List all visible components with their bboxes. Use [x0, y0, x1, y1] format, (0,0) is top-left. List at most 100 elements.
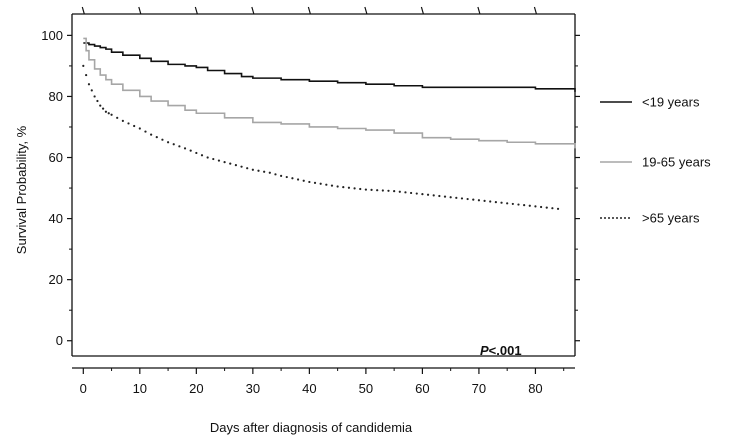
x-tick-label: 60 — [415, 381, 429, 396]
series-3-point — [393, 190, 396, 193]
series-3-point — [268, 171, 271, 174]
x-tick-top — [307, 6, 311, 15]
series-3-point — [110, 113, 113, 116]
series-3-point — [263, 170, 266, 173]
series-3-point — [370, 188, 373, 191]
x-tick-label: 40 — [302, 381, 316, 396]
series-1-legend-label: <19 years — [642, 95, 700, 110]
series-3-point — [545, 206, 548, 209]
series-3-point — [489, 200, 492, 203]
series-3-point — [195, 151, 198, 155]
series-3-point — [206, 156, 209, 159]
x-tick-top — [81, 6, 85, 15]
series-3-point — [99, 104, 102, 107]
series-3-point — [280, 174, 283, 177]
series-3-point — [364, 188, 367, 191]
x-tick-label: 20 — [189, 381, 203, 396]
series-3-point — [325, 183, 328, 186]
x-tick-label: 80 — [528, 381, 542, 396]
series-3-point — [240, 165, 243, 168]
series-2-line — [83, 37, 576, 149]
series-3-point — [347, 186, 351, 189]
series-3-point — [353, 187, 356, 190]
series-3-point — [133, 124, 136, 128]
series-3-point — [172, 143, 175, 146]
series-3-point — [183, 147, 187, 150]
x-tick-top — [420, 6, 424, 15]
x-tick-label: 0 — [80, 381, 87, 396]
x-axis: 0 10 20 30 40 50 60 70 80 — [72, 6, 575, 396]
series-3-point — [551, 207, 554, 210]
series-3-point — [85, 73, 88, 77]
series-3-point — [313, 181, 317, 184]
series-3-point — [274, 173, 277, 176]
x-tick-label: 70 — [472, 381, 486, 396]
series-3-point — [82, 64, 85, 68]
series-3-point — [144, 130, 147, 133]
series-3-point — [87, 83, 91, 86]
y-tick-label: 100 — [41, 28, 63, 43]
series-3-point — [90, 89, 93, 92]
series-3-point — [217, 159, 221, 162]
series-3-point — [104, 110, 108, 113]
series-layer — [82, 37, 576, 210]
series-3-point — [291, 177, 294, 180]
series-3-point — [246, 167, 249, 170]
x-axis-title: Days after diagnosis of candidemia — [210, 420, 413, 435]
series-3-point — [150, 133, 153, 136]
series-3-point — [449, 196, 452, 199]
series-3-point — [511, 202, 514, 206]
series-3-point — [200, 154, 204, 157]
y-axis-title: Survival Probability, % — [14, 125, 29, 254]
series-3-point — [101, 107, 105, 110]
series-3-point — [556, 207, 560, 210]
series-3-point — [189, 149, 192, 152]
p-value-text: <.001 — [489, 343, 522, 358]
x-tick-top — [533, 6, 538, 15]
series-3-point — [426, 193, 430, 196]
series-3-point — [166, 141, 170, 144]
series-3-point — [161, 138, 164, 141]
series-3-point — [421, 193, 424, 196]
series-3-point — [539, 205, 543, 209]
series-3-point — [155, 136, 158, 139]
series-3-point — [438, 194, 441, 198]
series-3-point — [178, 145, 181, 148]
series-3-point — [494, 201, 497, 204]
series-3-point — [319, 182, 322, 185]
series-3-point — [517, 203, 520, 206]
series-3-point — [460, 197, 464, 200]
series-3-legend-label: >65 years — [642, 211, 700, 226]
y-tick-label: 80 — [49, 89, 63, 104]
p-value-symbol: P — [480, 343, 489, 358]
x-tick-top — [251, 6, 255, 15]
series-3-point — [212, 157, 215, 161]
series-3-point — [223, 160, 226, 164]
series-3-point — [96, 99, 99, 103]
y-tick-label: 40 — [49, 211, 63, 226]
x-tick-top — [364, 6, 368, 15]
series-3-point — [443, 195, 447, 198]
series-3-point — [251, 168, 254, 171]
series-3-point — [483, 199, 486, 202]
series-3-point — [528, 204, 531, 207]
series-3-point — [93, 95, 96, 98]
series-3-point — [477, 199, 481, 202]
series-3-point — [387, 189, 390, 192]
x-tick-label: 30 — [246, 381, 260, 396]
series-3-point — [285, 175, 288, 179]
x-tick-top — [194, 6, 198, 15]
y-axis: 0 20 40 60 80 100 — [41, 28, 580, 348]
series-1-line — [83, 42, 576, 92]
series-3-point — [116, 116, 119, 119]
plot-area — [71, 13, 576, 357]
series-3-point — [415, 192, 418, 195]
series-3-point — [398, 190, 401, 193]
series-3-point — [500, 201, 503, 204]
series-3-point — [359, 187, 362, 191]
x-tick-top — [138, 6, 142, 15]
x-tick-label: 50 — [359, 381, 373, 396]
series-3-point — [404, 191, 407, 194]
series-3-point — [330, 184, 334, 187]
